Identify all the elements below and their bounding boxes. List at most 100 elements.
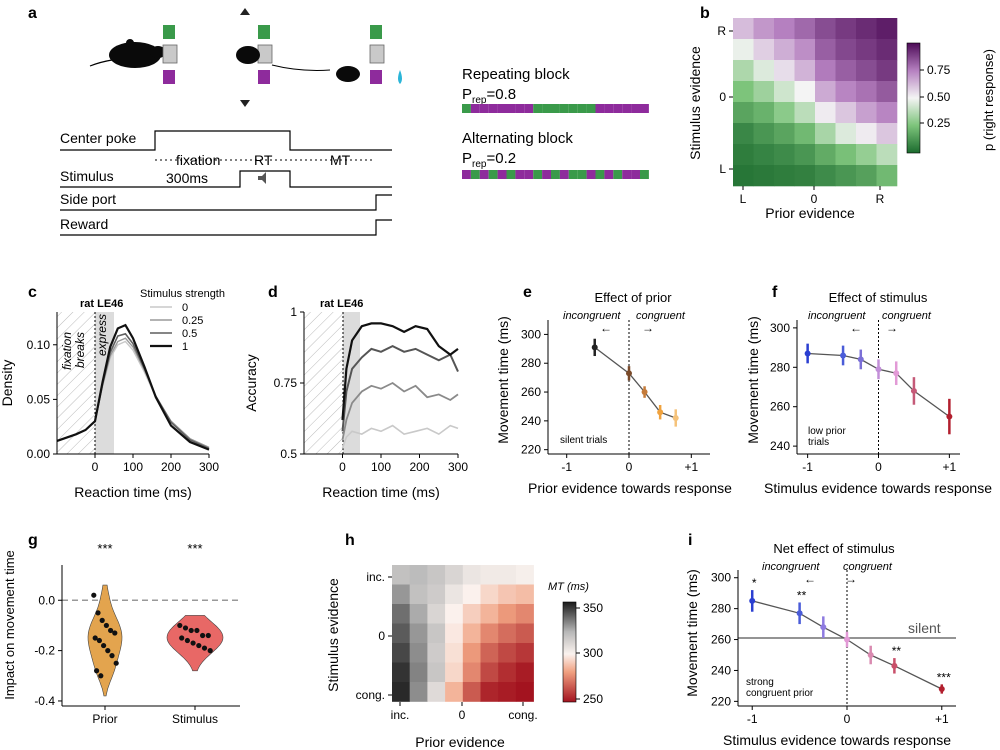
e-xtick: 0 [626,460,633,474]
g-ytick: -0.4 [34,694,55,708]
fixation-duration: 300ms [166,170,208,186]
b-colorbar [906,42,921,154]
i-left-label: incongruent [762,561,820,573]
i-star: ** [892,644,902,658]
e-right-arrow-icon: → [642,321,654,335]
panel-g: g *** *** 0.0 -0.2 -0.4 Prior Stimulus Impac… [2,532,240,726]
e-ytick: 220 [521,443,541,457]
b-ytick: L [719,162,726,176]
b-cell [815,39,836,61]
b-ytick: 0 [719,90,726,104]
b-cell [876,18,898,40]
panel-c-letter: c [28,284,37,301]
h-cell [480,565,499,585]
b-cell [774,60,795,82]
g-point [112,630,118,636]
i-xtick: -1 [747,712,758,726]
d-xlabel: Reaction time (ms) [322,484,439,500]
f-ytick: 280 [770,360,790,374]
h-xlabel: Prior evidence [415,734,505,750]
b-ytick: R [717,24,726,38]
e-point [657,409,664,416]
c-series-1 [56,323,210,451]
alternating-square [640,170,649,179]
g-star-stimulus: *** [187,541,202,556]
h-cell [480,604,499,624]
b-colorbar-ticks: 0.25 0.50 0.75 [920,63,951,130]
c-legend-label: 0 [182,302,188,314]
b-ylabel: Stimulus evidence [687,46,703,160]
panel-b: b L 0 R R 0 L Prior evidence Stimulus evidenc… [687,5,996,221]
water-drop-icon [398,70,402,84]
panel-g-letter: g [28,532,38,549]
g-point [109,653,115,659]
f-right-arrow-icon: → [886,321,898,335]
h-ylabel: Stimulus evidence [325,578,341,692]
repeating-p-value: =0.8 [486,86,516,103]
h-cell [462,643,481,663]
f-point [857,356,864,363]
ports-middle [236,8,273,107]
c-xtick: 300 [199,460,219,474]
h-cell [498,662,517,683]
c-xtick: 200 [161,460,181,474]
b-cell [794,39,816,61]
e-points [591,320,679,454]
e-xtick: +1 [684,460,698,474]
b-xtick: L [740,192,747,206]
c-legend: 00.250.51 [150,302,203,353]
alternating-square [524,170,534,179]
b-cell [794,123,816,145]
g-point [196,642,202,649]
i-ytick: 260 [711,633,731,647]
h-cell [392,604,410,624]
f-point [875,366,882,373]
epoch-mt: MT [330,152,351,168]
b-cell [856,165,877,187]
alternating-sequence [462,170,649,179]
alternating-square [622,170,632,179]
f-point [910,387,917,394]
b-cell [753,165,775,187]
g-point [105,648,111,654]
b-cell [856,102,877,124]
alternating-square [542,170,551,179]
alternating-square [568,170,578,179]
b-cell [835,18,857,40]
b-cell [794,81,816,103]
b-cell [733,102,754,124]
g-point [182,625,189,631]
h-xtick: cong. [508,708,537,722]
h-cell [445,643,464,663]
b-cell [876,60,898,82]
panel-f-letter: f [772,284,778,301]
g-point [201,645,208,651]
g-point [98,673,104,679]
d-series-0.25 [341,381,459,440]
e-note: silent trials [560,435,607,446]
h-cell [515,565,534,585]
e-left-arrow-icon: ← [600,321,612,335]
h-cell [392,662,410,683]
b-cell [876,81,898,103]
d-ytick: 1 [290,305,297,319]
f-point [804,350,811,357]
c-ytick: 0.10 [27,338,51,352]
f-title: Effect of stimulus [829,290,928,305]
epoch-fixation: fixation [176,152,220,168]
panel-f: f Effect of stimulus incongruent congrue… [745,284,992,496]
e-ylabel: Movement time (ms) [495,316,511,444]
h-cell [515,662,534,683]
g-point [103,622,109,629]
repeating-block-title: Repeating block [462,66,570,83]
g-point [205,632,211,639]
h-cell [392,682,410,702]
panel-a-letter: a [28,5,37,22]
alternating-square [604,170,614,179]
i-right-arrow-icon: → [845,572,857,586]
f-point [893,370,900,377]
d-xtick: 100 [371,460,391,474]
f-point [840,352,847,359]
panel-e: e Effect of prior incongruent congruent … [495,284,732,496]
h-cell [409,584,428,605]
